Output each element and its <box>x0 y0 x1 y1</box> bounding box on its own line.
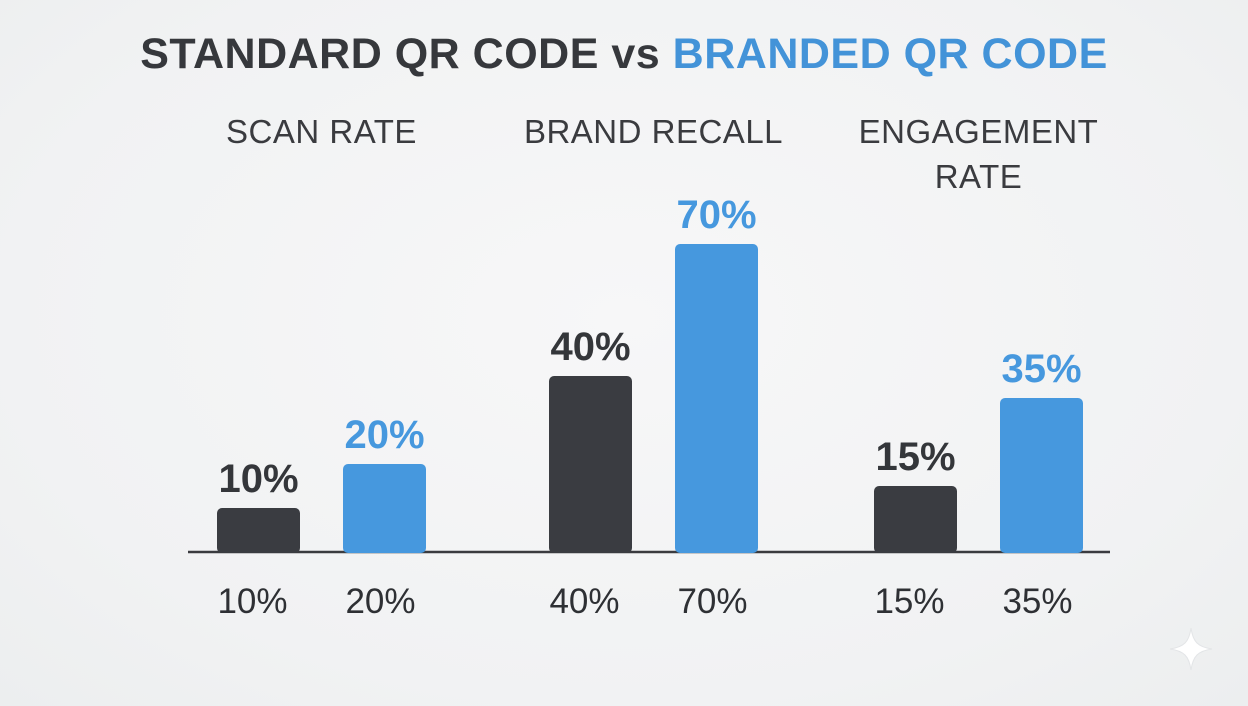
bar <box>874 486 957 553</box>
data-label: 10% <box>218 457 298 501</box>
bar <box>549 376 632 553</box>
tick-label: 10% <box>217 582 287 621</box>
data-label: 15% <box>875 435 955 479</box>
tick-label: 15% <box>874 582 944 621</box>
category-label: SCAN RATE <box>226 113 417 150</box>
title-vs: vs <box>611 30 661 78</box>
tick-label: 70% <box>677 582 747 621</box>
tick-label: 40% <box>549 582 619 621</box>
category-label: BRAND RECALL <box>524 113 783 150</box>
data-label: 40% <box>550 325 630 369</box>
category-label: ENGAGEMENT <box>859 113 1099 150</box>
chart-title: STANDARD QR CODE vs BRANDED QR CODE <box>0 30 1248 79</box>
tick-label: 35% <box>1002 582 1072 621</box>
bar <box>675 244 758 553</box>
data-label: 20% <box>344 413 424 457</box>
title-branded: BRANDED QR CODE <box>672 30 1108 78</box>
bar <box>343 464 426 553</box>
data-label: 35% <box>1001 347 1081 391</box>
tick-label: 20% <box>345 582 415 621</box>
bar <box>217 508 300 553</box>
bar <box>1000 398 1083 553</box>
sparkle-icon <box>1169 627 1213 671</box>
category-label: RATE <box>935 158 1023 195</box>
data-label: 70% <box>676 193 756 237</box>
title-standard: STANDARD QR CODE <box>140 30 599 78</box>
